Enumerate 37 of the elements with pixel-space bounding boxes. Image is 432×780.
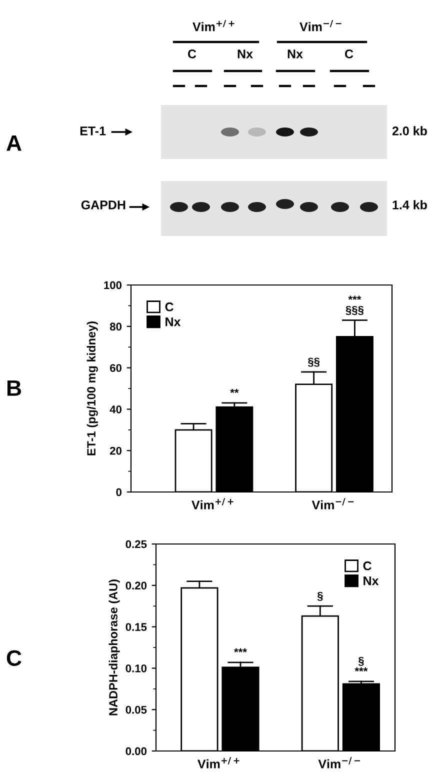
text: 2.0 kb (392, 126, 427, 136)
y-tick-label: 0.15 (126, 623, 147, 631)
data-label: § *** (354, 656, 368, 672)
text: Vim$^{+/+}$ (192, 20, 234, 32)
legend-label: Nx (166, 317, 181, 326)
text: 1.4 kb (392, 200, 427, 210)
text: C (6, 650, 22, 666)
y-axis-title: NADPH-diaphorase (AU) (108, 580, 120, 716)
y-tick-label: 0.10 (126, 664, 147, 672)
legend-label: C (363, 561, 372, 570)
text: Nx (288, 50, 303, 58)
y-tick-label: 0.25 (126, 540, 147, 548)
text: ET-1 (80, 126, 106, 136)
legend-label: Nx (364, 576, 379, 586)
data-label: ** (230, 388, 239, 394)
text: Vim$^{−/−}$ (300, 20, 342, 32)
y-tick-label: 40 (110, 405, 122, 414)
y-tick-label: 0 (116, 488, 122, 496)
y-tick-label: 0.20 (126, 582, 147, 590)
y-tick-label: 20 (110, 446, 122, 455)
y-tick-label: 0.05 (126, 706, 147, 714)
y-tick-label: 100 (104, 281, 122, 290)
text: C (188, 50, 196, 58)
text: B (7, 380, 22, 396)
y-tick-label: 60 (110, 364, 122, 372)
text: A (6, 135, 22, 151)
y-tick-label: 0.00 (126, 747, 147, 756)
text: GAPDH (81, 200, 126, 210)
y-axis-title: ET-1 (pg/100 mg kidney) (86, 322, 98, 456)
y-tick-label: 80 (110, 322, 122, 331)
legend-label: C (165, 302, 174, 312)
data-label: §§ (308, 358, 320, 367)
text: Nx (238, 50, 253, 58)
data-label: § (317, 592, 323, 601)
text: C (345, 50, 354, 58)
data-label: *** §§§ (346, 296, 364, 315)
data-label: *** (234, 648, 247, 652)
